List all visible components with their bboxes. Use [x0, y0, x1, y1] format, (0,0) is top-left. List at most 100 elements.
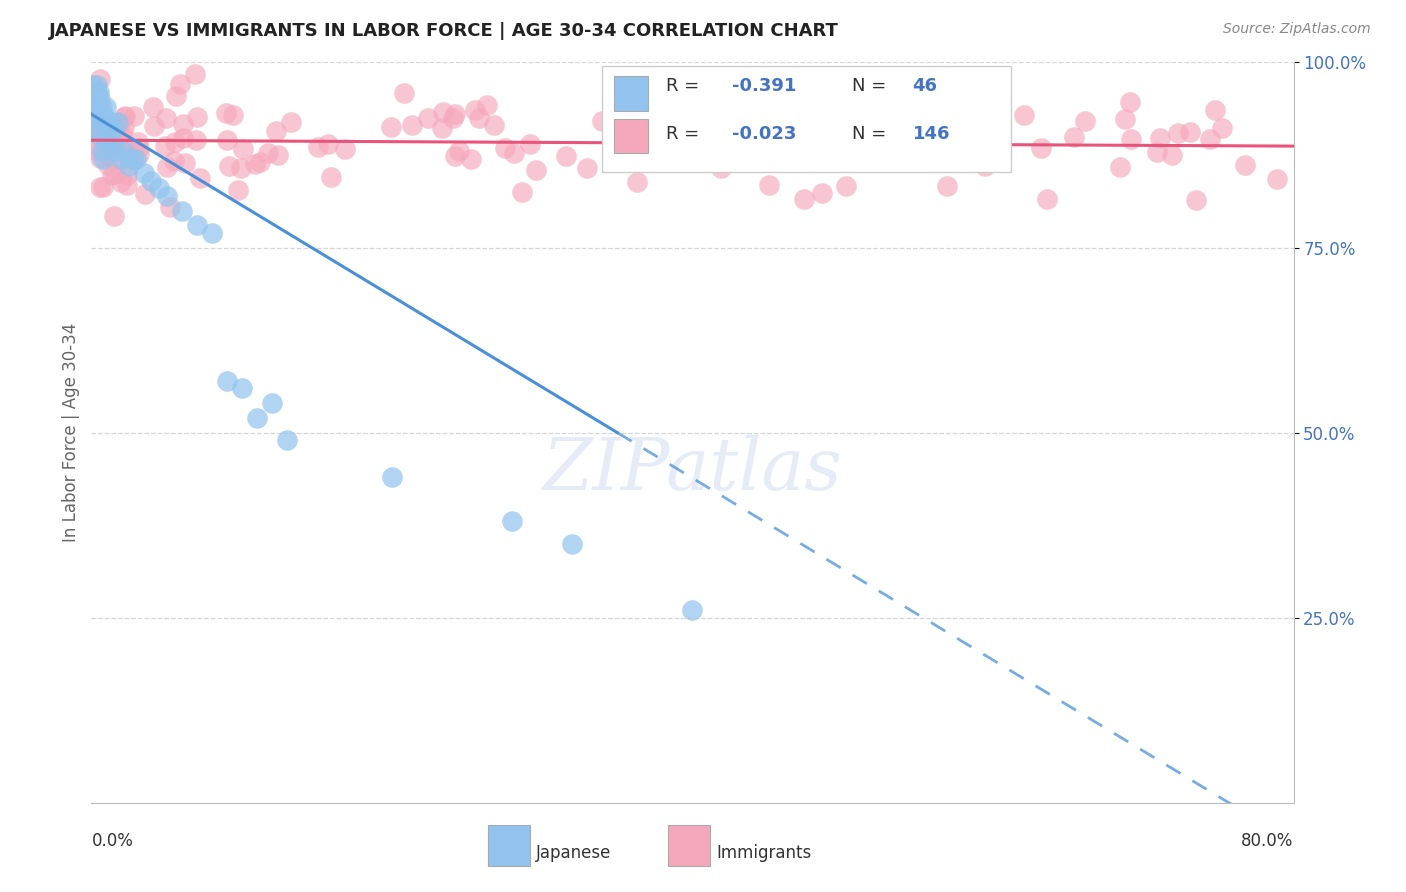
- Point: [1063, 129, 1085, 144]
- Y-axis label: In Labor Force | Age 30-34: In Labor Force | Age 30-34: [62, 323, 80, 542]
- Point: [87, 87, 110, 102]
- Point: [97, 122, 120, 136]
- Point: [114, 109, 136, 123]
- Point: [243, 157, 266, 171]
- Point: [576, 161, 599, 176]
- Point: [122, 109, 145, 123]
- Point: [626, 175, 648, 189]
- Point: [84, 143, 107, 157]
- Point: [141, 174, 163, 188]
- Point: [460, 152, 482, 166]
- Point: [91, 179, 114, 194]
- Point: [86, 100, 108, 114]
- Point: [524, 162, 547, 177]
- Point: [101, 136, 124, 151]
- Point: [83, 120, 105, 135]
- Point: [118, 159, 141, 173]
- Point: [686, 121, 709, 136]
- Point: [810, 186, 832, 200]
- Point: [935, 128, 957, 142]
- Point: [186, 133, 208, 147]
- Point: [82, 78, 104, 92]
- Point: [186, 110, 208, 124]
- Point: [605, 143, 627, 157]
- Point: [416, 111, 439, 125]
- Point: [865, 126, 887, 140]
- Point: [1109, 160, 1132, 174]
- Point: [484, 118, 506, 132]
- Point: [214, 106, 236, 120]
- Point: [83, 125, 105, 139]
- Point: [107, 127, 129, 141]
- Point: [955, 114, 977, 128]
- Point: [128, 140, 150, 154]
- Point: [380, 120, 402, 135]
- Point: [115, 168, 138, 182]
- FancyBboxPatch shape: [668, 825, 710, 866]
- Text: 0.0%: 0.0%: [91, 832, 134, 850]
- Point: [110, 175, 132, 189]
- Point: [84, 85, 107, 99]
- Point: [1073, 114, 1095, 128]
- Point: [98, 121, 121, 136]
- Point: [276, 433, 298, 447]
- Point: [228, 183, 250, 197]
- Point: [86, 78, 108, 92]
- Point: [155, 188, 177, 202]
- Point: [215, 374, 238, 388]
- Point: [103, 122, 125, 136]
- Point: [401, 118, 423, 132]
- Point: [464, 103, 486, 118]
- Point: [89, 92, 111, 106]
- Point: [1204, 103, 1226, 117]
- FancyBboxPatch shape: [602, 66, 1011, 171]
- Point: [728, 104, 751, 119]
- Point: [84, 120, 107, 134]
- Point: [163, 153, 186, 168]
- Point: [186, 219, 208, 233]
- Point: [94, 114, 117, 128]
- Point: [127, 135, 149, 149]
- Point: [96, 100, 118, 114]
- Point: [935, 179, 957, 194]
- Point: [201, 226, 224, 240]
- Point: [519, 136, 541, 151]
- Point: [984, 148, 1007, 162]
- Point: [90, 145, 112, 159]
- Point: [103, 210, 125, 224]
- Text: Source: ZipAtlas.com: Source: ZipAtlas.com: [1223, 22, 1371, 37]
- Text: -0.023: -0.023: [733, 126, 797, 144]
- Text: N =: N =: [852, 78, 893, 95]
- Point: [87, 114, 110, 128]
- Text: Immigrants: Immigrants: [717, 844, 811, 862]
- Point: [266, 124, 288, 138]
- Point: [475, 97, 498, 112]
- Point: [710, 161, 733, 175]
- Point: [96, 136, 118, 151]
- Point: [89, 180, 111, 194]
- Text: JAPANESE VS IMMIGRANTS IN LABOR FORCE | AGE 30-34 CORRELATION CHART: JAPANESE VS IMMIGRANTS IN LABOR FORCE | …: [49, 22, 839, 40]
- Point: [103, 142, 125, 156]
- Point: [218, 159, 240, 173]
- Point: [184, 67, 207, 81]
- Point: [84, 122, 107, 136]
- Point: [1199, 132, 1222, 146]
- Point: [1114, 112, 1136, 126]
- Point: [561, 536, 583, 550]
- Point: [142, 119, 165, 133]
- Point: [83, 107, 105, 121]
- Point: [86, 139, 108, 153]
- Point: [555, 148, 578, 162]
- Point: [134, 186, 156, 201]
- Point: [501, 515, 523, 529]
- Point: [494, 141, 516, 155]
- Point: [229, 161, 252, 175]
- Point: [1161, 148, 1184, 162]
- Point: [1149, 131, 1171, 145]
- Point: [1167, 126, 1189, 140]
- Point: [87, 85, 110, 99]
- Point: [107, 114, 129, 128]
- Point: [97, 158, 120, 172]
- Point: [172, 131, 194, 145]
- Point: [630, 143, 652, 157]
